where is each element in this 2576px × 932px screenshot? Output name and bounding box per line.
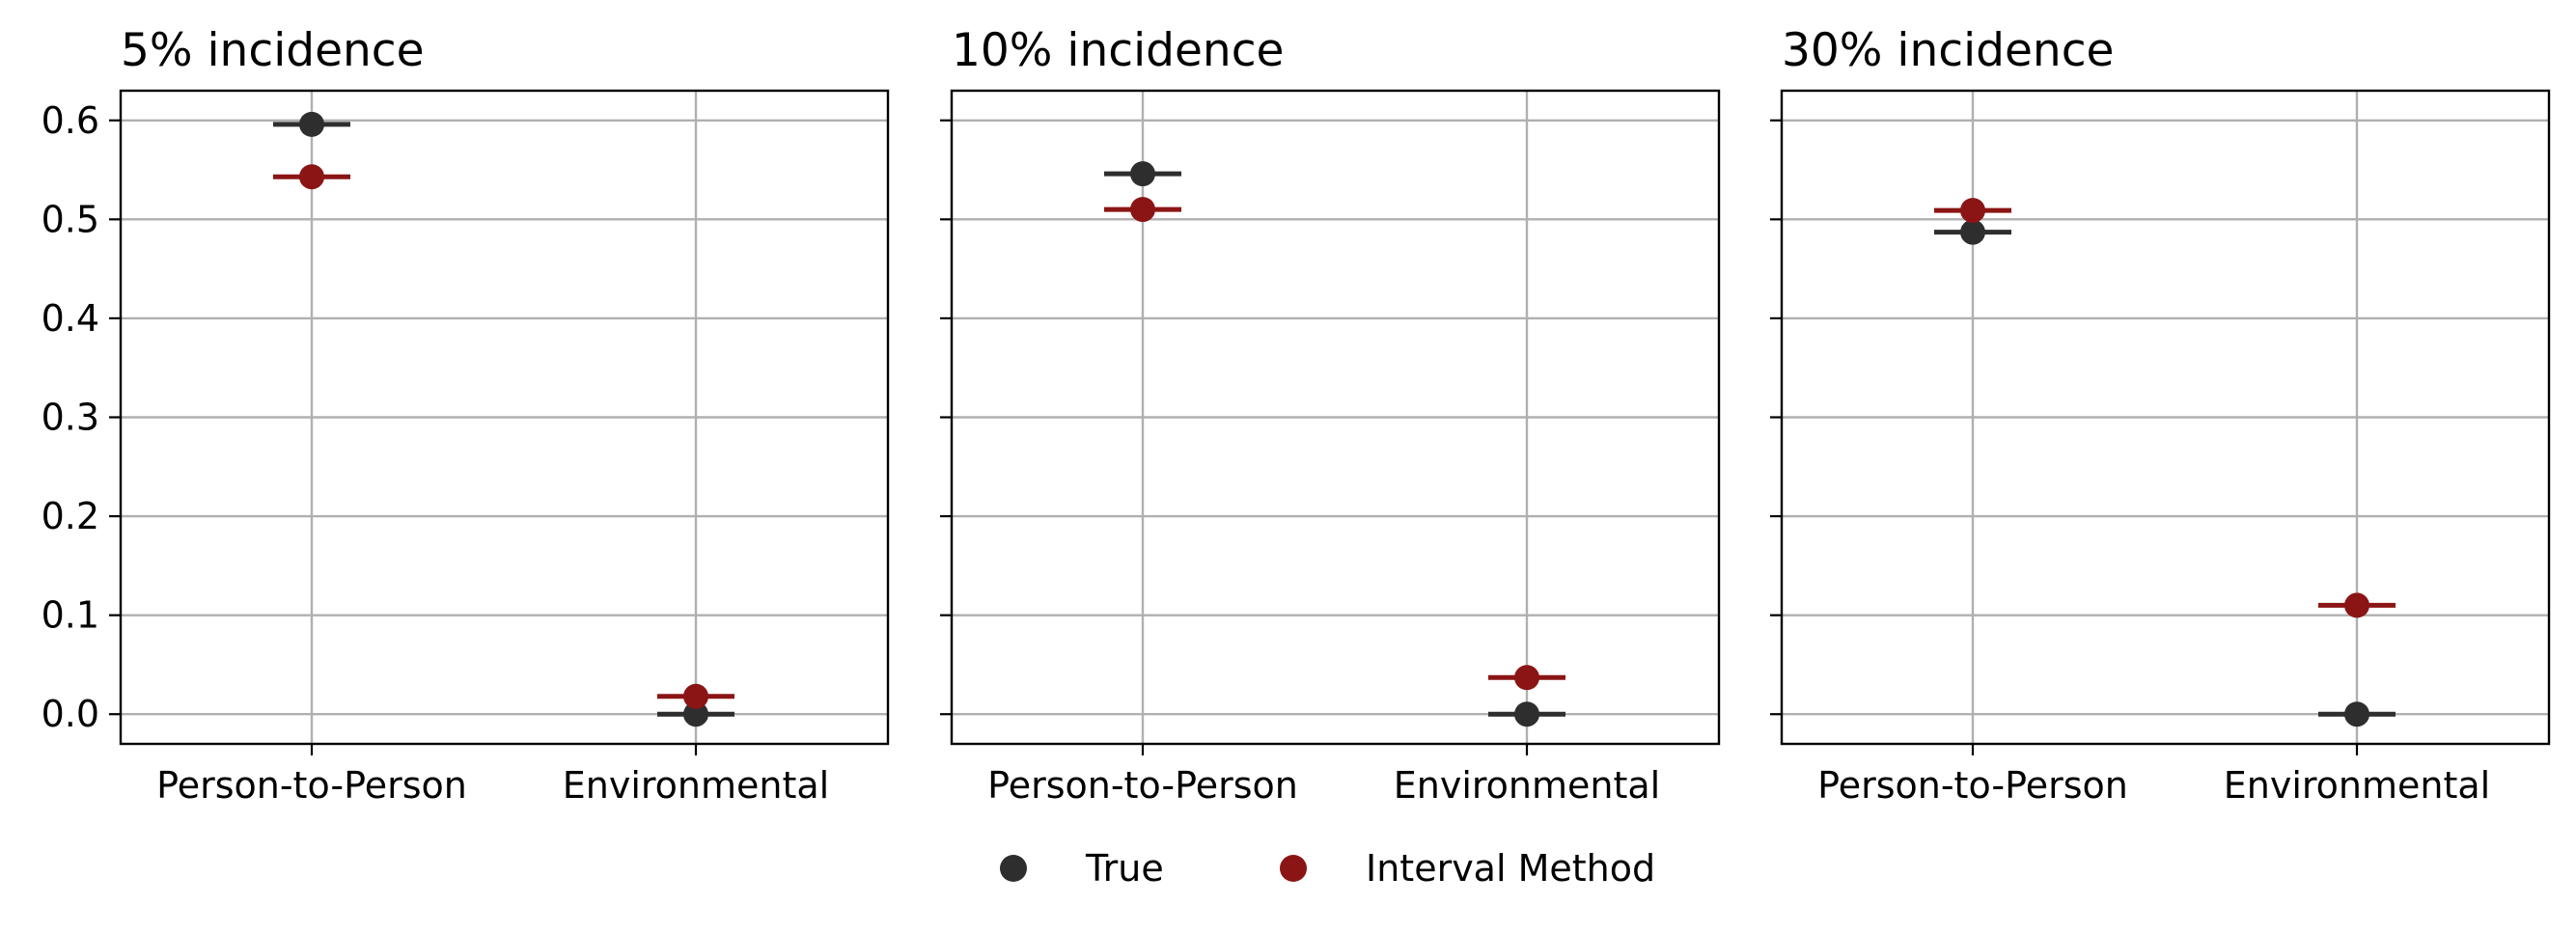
series-true [273, 111, 734, 727]
data-point [1960, 198, 1985, 224]
panel-title: 5% incidence [121, 24, 425, 77]
y-tick-label: 0.2 [42, 495, 99, 537]
data-point [1130, 197, 1155, 223]
series-true [1104, 161, 1565, 727]
legend-label-true: True [1085, 847, 1164, 890]
data-point [299, 164, 324, 190]
data-point [2344, 701, 2369, 727]
legend-label-interval-method: Interval Method [1366, 847, 1655, 890]
series-interval-method [1104, 197, 1565, 691]
gridlines [121, 91, 888, 744]
panel-10pct: 10% incidence Person-to-Person Environmen… [940, 24, 1721, 807]
data-point [683, 683, 708, 709]
series-true [1934, 219, 2396, 727]
x-tick-label: Person-to-Person [987, 764, 1298, 807]
legend-marker-true [1000, 855, 1027, 882]
y-tick-label: 0.0 [42, 693, 99, 735]
gridlines [952, 91, 1719, 744]
y-tick-label: 0.5 [42, 198, 99, 240]
x-tick-label: Environmental [1394, 764, 1660, 807]
axes-frame [1780, 89, 2551, 746]
y-tick-label: 0.3 [42, 397, 99, 439]
panel-title: 30% incidence [1782, 24, 2114, 77]
legend: True Interval Method [1000, 847, 1655, 890]
axes-frame [950, 89, 1721, 746]
panel-5pct: 5% incidence 0.0 0.1 0.2 0.3 0.4 0.5 0.6 Person… [42, 24, 890, 807]
data-point [1514, 701, 1539, 727]
panel-title: 10% incidence [952, 24, 1284, 77]
gridlines [1782, 91, 2549, 744]
data-point [1960, 219, 1985, 245]
data-point [1130, 161, 1155, 187]
x-tick-label: Person-to-Person [1817, 764, 2128, 807]
axes-frame [119, 89, 890, 746]
panel-30pct: 30% incidence Person-to-Person Environmen… [1770, 24, 2551, 807]
data-point [299, 111, 324, 137]
x-tick-label: Person-to-Person [156, 764, 467, 807]
y-tick-label: 0.4 [42, 297, 99, 340]
legend-marker-interval-method [1280, 855, 1307, 882]
data-point [683, 701, 708, 727]
series-interval-method [1934, 198, 2396, 618]
data-point [2344, 592, 2369, 618]
data-point [1514, 665, 1539, 691]
x-tick-label: Environmental [563, 764, 829, 807]
y-tick-label: 0.6 [42, 99, 99, 142]
y-tick-label: 0.1 [42, 594, 99, 637]
series-interval-method [273, 164, 734, 709]
x-tick-label: Environmental [2224, 764, 2490, 807]
